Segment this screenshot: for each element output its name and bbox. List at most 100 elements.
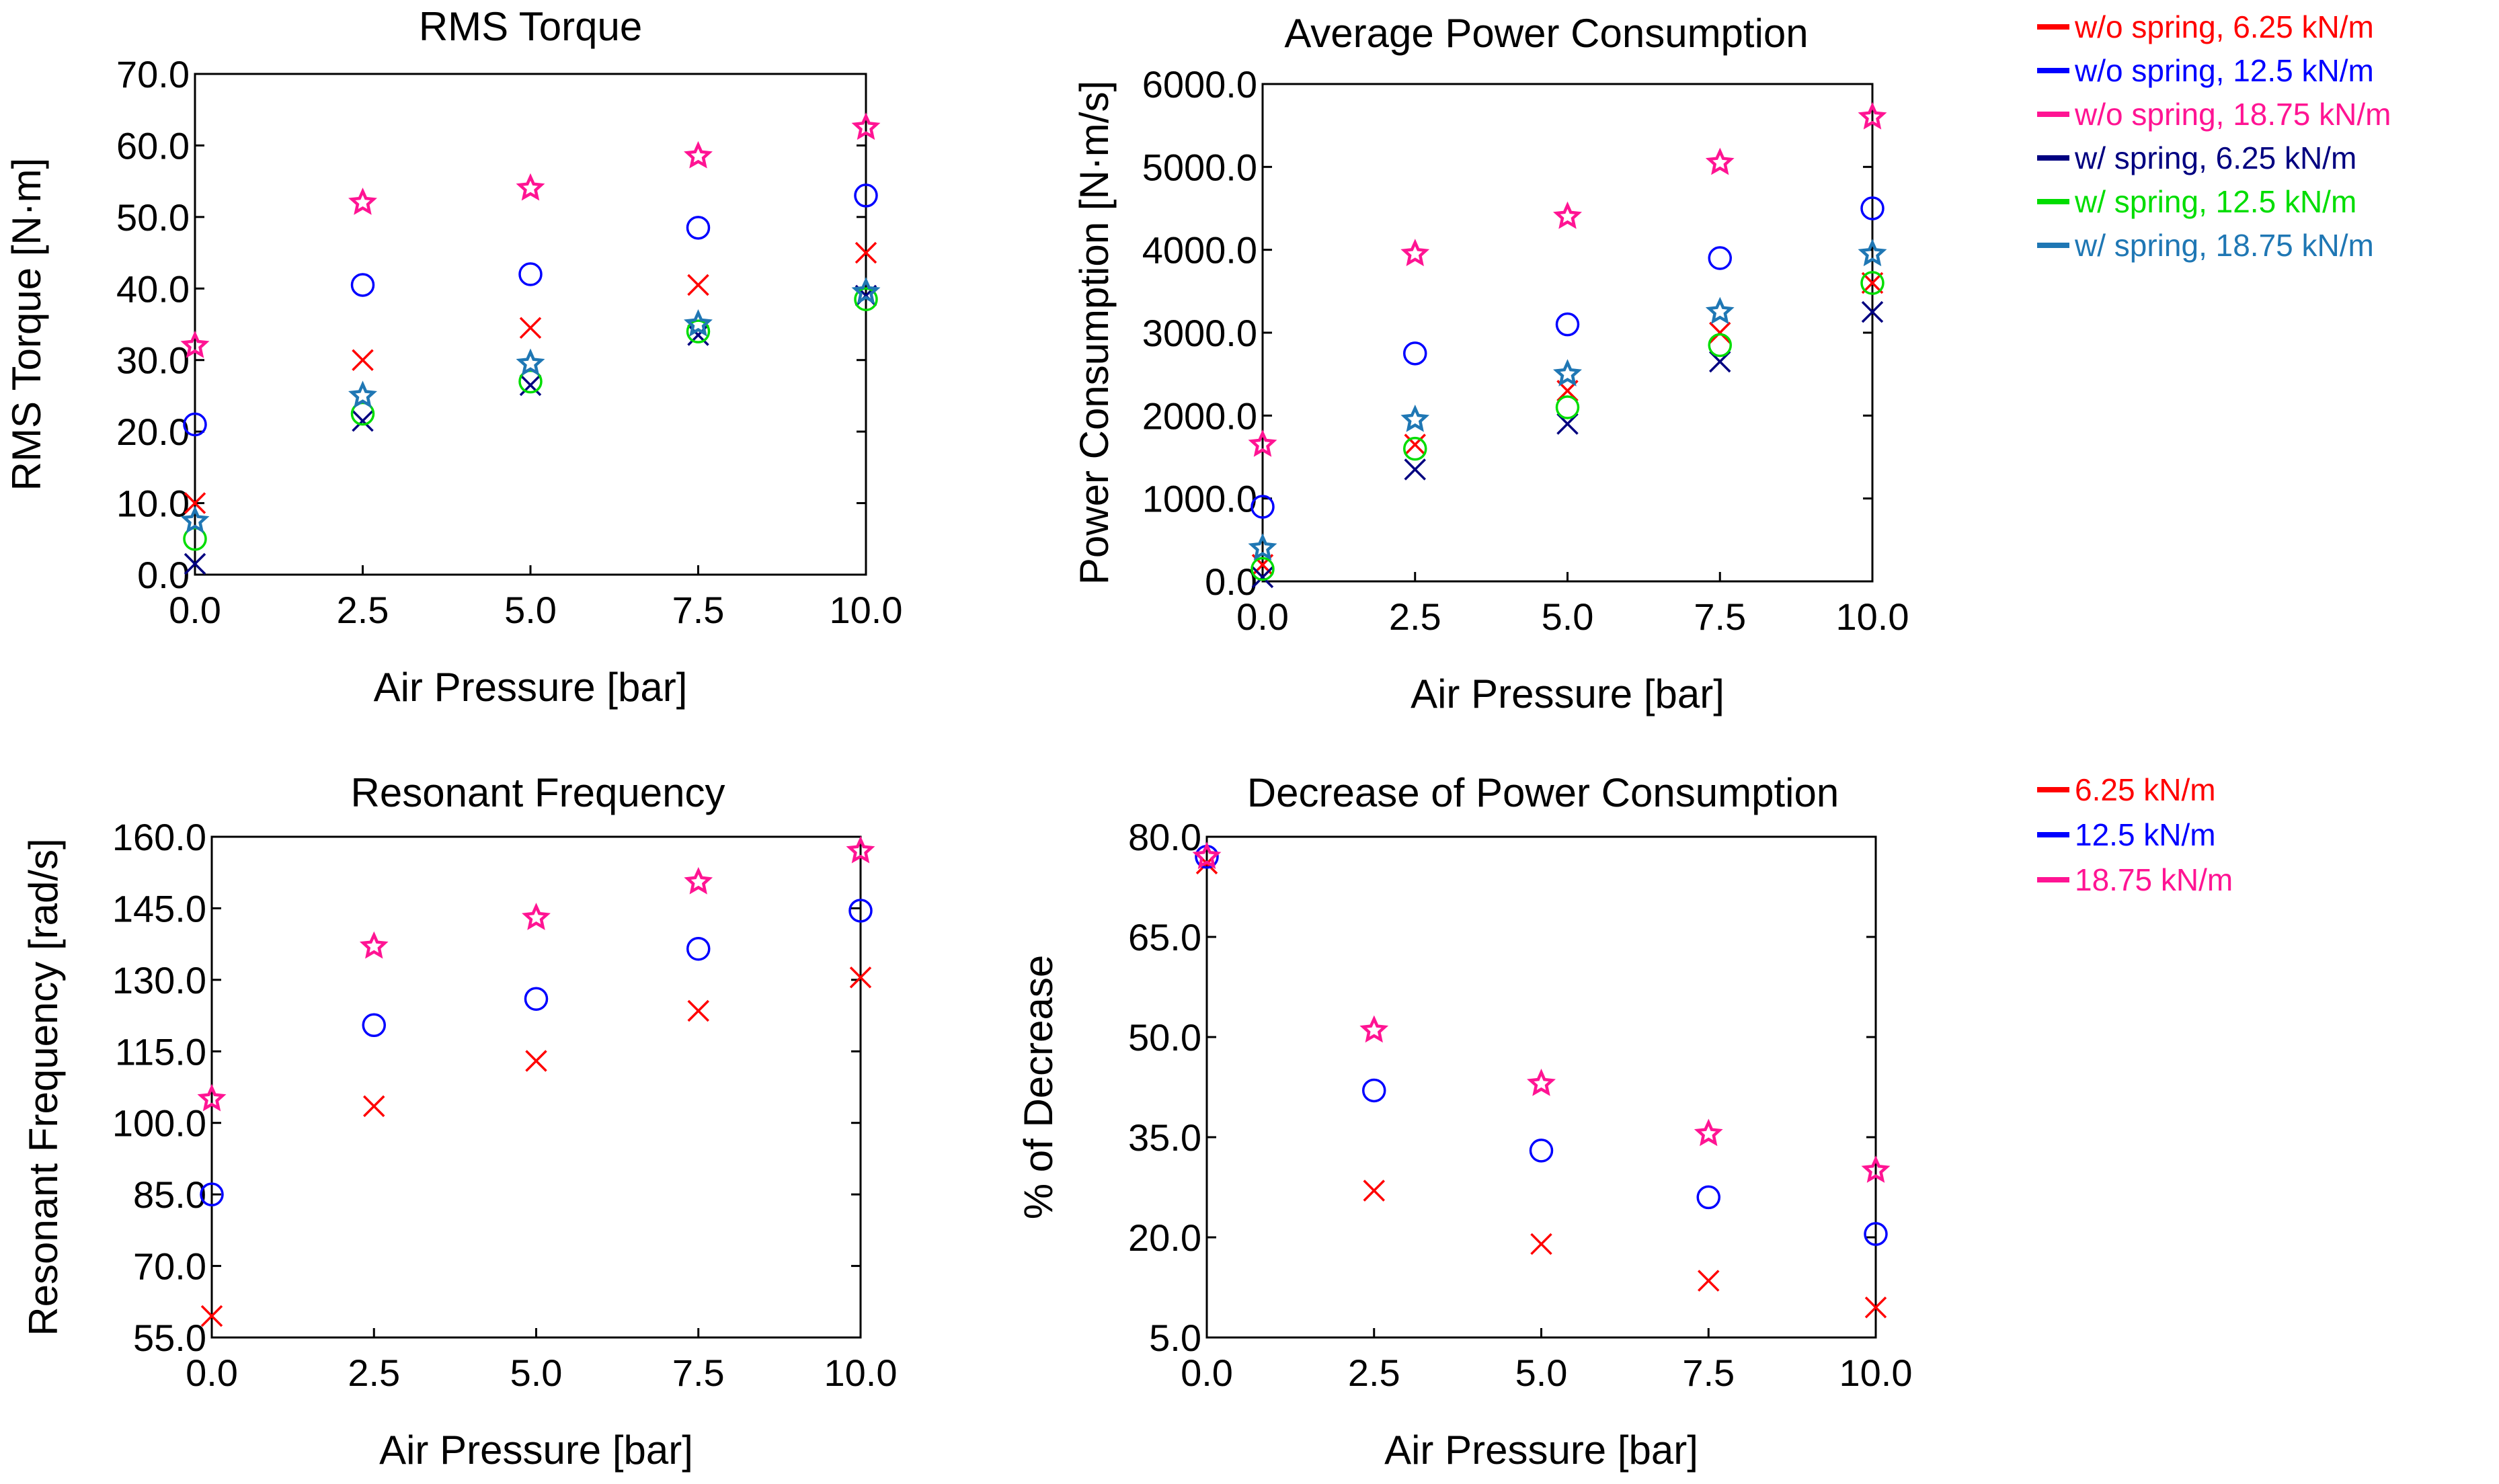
legend-label: w/o spring, 18.75 kN/m [2074,97,2391,132]
series-3 [197,835,875,1112]
data-point [848,899,873,923]
data-point [855,241,877,264]
x-tick-label: 5.0 [1515,1352,1568,1394]
data-point [362,1013,386,1038]
data-point [184,552,206,575]
x-tick-label: 10.0 [824,1352,898,1394]
y-tick-label: 115.0 [115,1030,206,1073]
chart-title: Decrease of Power Consumption [1247,770,1839,815]
data-point [525,1050,547,1072]
data-point [1698,1270,1720,1292]
series-1 [200,966,872,1327]
x-tick-label: 7.5 [672,589,725,631]
y-tick-label: 130.0 [112,959,206,1001]
x-tick-label: 0.0 [1181,1352,1233,1394]
data-point [1248,429,1277,457]
data-point [352,349,374,371]
data-point [1858,239,1887,267]
data-point [1861,300,1884,323]
data-point [686,216,711,240]
data-point [1400,239,1430,267]
legend-label: 12.5 kN/m [2075,817,2216,852]
legend-label: w/ spring, 12.5 kN/m [2074,184,2356,219]
chart-panel-1: RMS Torque 0.0 10.0 20.0 30.0 40.0 50.0 60.0 70.… [4,4,903,710]
series-2 [200,899,873,1206]
data-point [200,1182,224,1206]
data-point [686,319,711,343]
y-tick-label: 6000.0 [1142,63,1257,106]
data-point [350,401,375,426]
x-tick-label: 10.0 [1839,1352,1913,1394]
data-point [1860,271,1885,295]
plot-frame [194,73,867,576]
data-point [684,866,713,895]
data-point [684,140,713,169]
data-point [1404,434,1426,456]
series-2 [1251,196,1885,519]
data-point [180,330,210,358]
chart-title: Resonant Frequency [351,770,725,815]
y-axis-label: RMS Torque [N·m] [4,158,49,491]
y-tick-label: 50.0 [1128,1016,1201,1059]
legend-entry: 18.75 kN/m [2037,862,2233,897]
x-tick-label: 2.5 [1348,1352,1400,1394]
y-tick-label: 80.0 [1128,816,1201,858]
chart-panel-4: Decrease of Power Consumption 5.0 20.0 35.0… [1016,770,1913,1473]
data-point [1192,841,1222,870]
data-point [518,369,543,394]
y-tick-label: 5000.0 [1142,146,1257,188]
series-5 [183,287,878,551]
series-2 [183,183,878,437]
y-tick-label: 20.0 [116,411,190,453]
series-1 [184,241,877,514]
chart-panel-3: Resonant Frequency 55.0 70.0 85.0 100.0 115.0… [21,770,898,1473]
x-tick-label: 5.0 [1542,595,1594,638]
data-point [1555,312,1580,337]
legend-entry: w/o spring, 12.5 kN/m [2037,53,2374,88]
data-point [1556,413,1579,435]
data-point [687,999,709,1022]
data-point [359,931,389,959]
x-tick-label: 10.0 [830,589,903,631]
data-point [854,183,878,208]
legend-entry: w/o spring, 6.25 kN/m [2037,9,2374,44]
y-tick-label: 20.0 [1128,1217,1201,1259]
x-tick-label: 5.0 [504,589,557,631]
plot-frame [210,835,862,1339]
data-point [519,374,542,397]
data-point [1403,436,1427,461]
legend-label: w/ spring, 18.75 kN/m [2074,228,2374,263]
data-point [363,1095,385,1118]
data-point [1858,101,1887,130]
data-point [1527,1068,1556,1096]
y-tick-label: 160.0 [112,816,206,858]
legend-label: w/o spring, 12.5 kN/m [2074,53,2374,88]
data-point [849,966,872,989]
data-point [1861,1155,1891,1183]
data-point [1362,1078,1386,1103]
x-tick-label: 2.5 [337,589,389,631]
data-point [1400,405,1430,432]
data-point [519,317,542,339]
x-tick-label: 0.0 [169,589,221,631]
data-point [183,412,207,437]
chart-title: Average Power Consumption [1284,11,1808,56]
y-axis-label: % of Decrease [1016,955,1061,1220]
data-point [184,492,206,514]
data-point [1251,495,1275,519]
data-point [516,173,545,201]
y-tick-label: 70.0 [116,53,190,95]
x-tick-label: 2.5 [1389,595,1441,638]
data-point [1709,350,1731,373]
y-tick-label: 60.0 [116,124,190,167]
x-axis-label: Air Pressure [bar] [1384,1428,1698,1473]
y-tick-label: 2000.0 [1142,395,1257,437]
data-point [1555,395,1580,419]
data-point [1708,333,1732,358]
series-6 [1248,239,1887,561]
legend-label: w/ spring, 6.25 kN/m [2074,140,2356,175]
data-point [518,262,543,286]
data-point [1709,321,1731,344]
x-axis-label: Air Pressure [bar] [374,665,688,710]
x-axis-label: Air Pressure [bar] [379,1428,693,1473]
